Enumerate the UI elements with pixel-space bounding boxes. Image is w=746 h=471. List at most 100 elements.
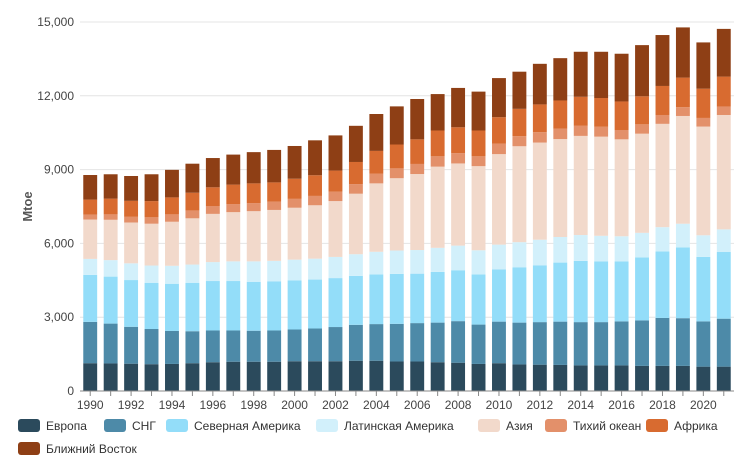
bar-segment <box>185 218 200 265</box>
bar-segment <box>328 361 343 391</box>
y-tick-label: 15,000 <box>37 15 74 29</box>
bar-segment <box>532 104 547 133</box>
bar-segment <box>308 140 322 176</box>
bar-segment <box>410 273 425 324</box>
bar-segment <box>246 261 261 282</box>
x-tick-label: 2006 <box>404 398 431 412</box>
bar-segment <box>614 53 629 102</box>
x-tick-label: 2010 <box>486 398 513 412</box>
bar-segment <box>451 270 466 322</box>
bar-segment <box>205 213 220 263</box>
bar-segment <box>696 42 711 89</box>
bar-segment <box>185 282 200 332</box>
bar-segment <box>492 117 506 144</box>
bar-segment <box>430 94 445 131</box>
bar-segment <box>246 183 261 204</box>
bar-segment <box>144 329 159 365</box>
bar-segment <box>675 247 690 319</box>
bar-segment <box>635 133 649 233</box>
bar-segment <box>308 361 322 391</box>
x-tick-label: 1992 <box>118 398 145 412</box>
bar-segment <box>553 58 568 101</box>
bar-segment <box>103 363 118 391</box>
bar-segment <box>696 117 711 127</box>
bar-segment <box>532 132 547 143</box>
bar-segment <box>144 364 159 391</box>
bar-segment <box>267 201 282 210</box>
bar-segment <box>226 281 241 331</box>
bar-segment <box>308 328 322 362</box>
bar-segment <box>328 256 343 279</box>
bar-segment <box>410 139 425 164</box>
bar-segment <box>328 135 343 171</box>
bar-segment <box>430 322 445 363</box>
bar-segment <box>635 96 649 125</box>
bar-segment <box>165 283 179 331</box>
bar-segment <box>410 323 425 362</box>
bar-segment <box>348 360 363 391</box>
bar-segment <box>492 154 506 245</box>
bar-segment <box>553 100 568 129</box>
bar-segment <box>124 326 139 364</box>
bar-segment <box>614 236 629 262</box>
legend-swatch <box>166 419 188 432</box>
bar-segment <box>328 191 343 202</box>
y-axis: 0 3,000 6,000 9,000 12,000 15,000 <box>37 15 74 398</box>
legend-label: Северная Америка <box>194 419 301 433</box>
bar-segment <box>553 237 568 263</box>
bar-segment <box>287 198 302 208</box>
bar-segment <box>655 251 670 318</box>
bar-segment <box>226 212 241 262</box>
legend-label: СНГ <box>132 419 156 433</box>
bar-segment <box>532 63 547 105</box>
x-tick-label: 2008 <box>445 398 472 412</box>
bar-segment <box>389 106 404 145</box>
bar-segment <box>185 363 200 391</box>
bar-segment <box>246 281 261 331</box>
bar-segment <box>716 76 731 107</box>
bar-segment <box>226 204 241 213</box>
bar-segment <box>675 365 690 391</box>
legend-label: Азия <box>506 419 533 433</box>
bar-segment <box>103 276 118 324</box>
bar-segment <box>246 203 261 212</box>
bar-segment <box>594 51 609 99</box>
bar-segment <box>410 361 425 391</box>
bar-segment <box>594 365 609 391</box>
bar-segment <box>410 163 425 175</box>
bar-segment <box>267 182 282 202</box>
bar-segment <box>205 330 220 363</box>
bar-segment <box>532 364 547 391</box>
bar-segment <box>267 209 282 261</box>
bar-segment <box>512 146 527 243</box>
x-tick-label: 2016 <box>608 398 635 412</box>
bar-segment <box>573 260 588 323</box>
bar-segment <box>410 98 425 140</box>
bar-segment <box>492 321 506 364</box>
bar-segment <box>308 205 322 259</box>
bar-segment <box>430 247 445 272</box>
legend-label: Латинская Америка <box>344 419 454 433</box>
y-tick-label: 9,000 <box>44 163 74 177</box>
bar-segment <box>492 269 506 322</box>
legend-swatch <box>646 419 668 432</box>
bar-segment <box>124 263 139 281</box>
bar-segment <box>410 250 425 274</box>
bar-segment <box>675 27 690 78</box>
bar-segment <box>165 330 179 364</box>
bar-segment <box>451 245 466 271</box>
bar-segment <box>369 324 384 361</box>
bar-segment <box>614 365 629 391</box>
bar-segment <box>655 35 670 86</box>
bar-segment <box>369 251 384 275</box>
bar-segment <box>389 144 404 169</box>
bar-segment <box>655 365 670 391</box>
bar-segment <box>226 261 241 282</box>
bar-segment <box>471 250 486 275</box>
bar-segment <box>696 126 711 236</box>
bar-segment <box>144 201 159 218</box>
bar-segment <box>185 264 200 283</box>
bar-segment <box>512 108 527 137</box>
bar-segment <box>348 254 363 276</box>
bar-segment <box>430 362 445 391</box>
